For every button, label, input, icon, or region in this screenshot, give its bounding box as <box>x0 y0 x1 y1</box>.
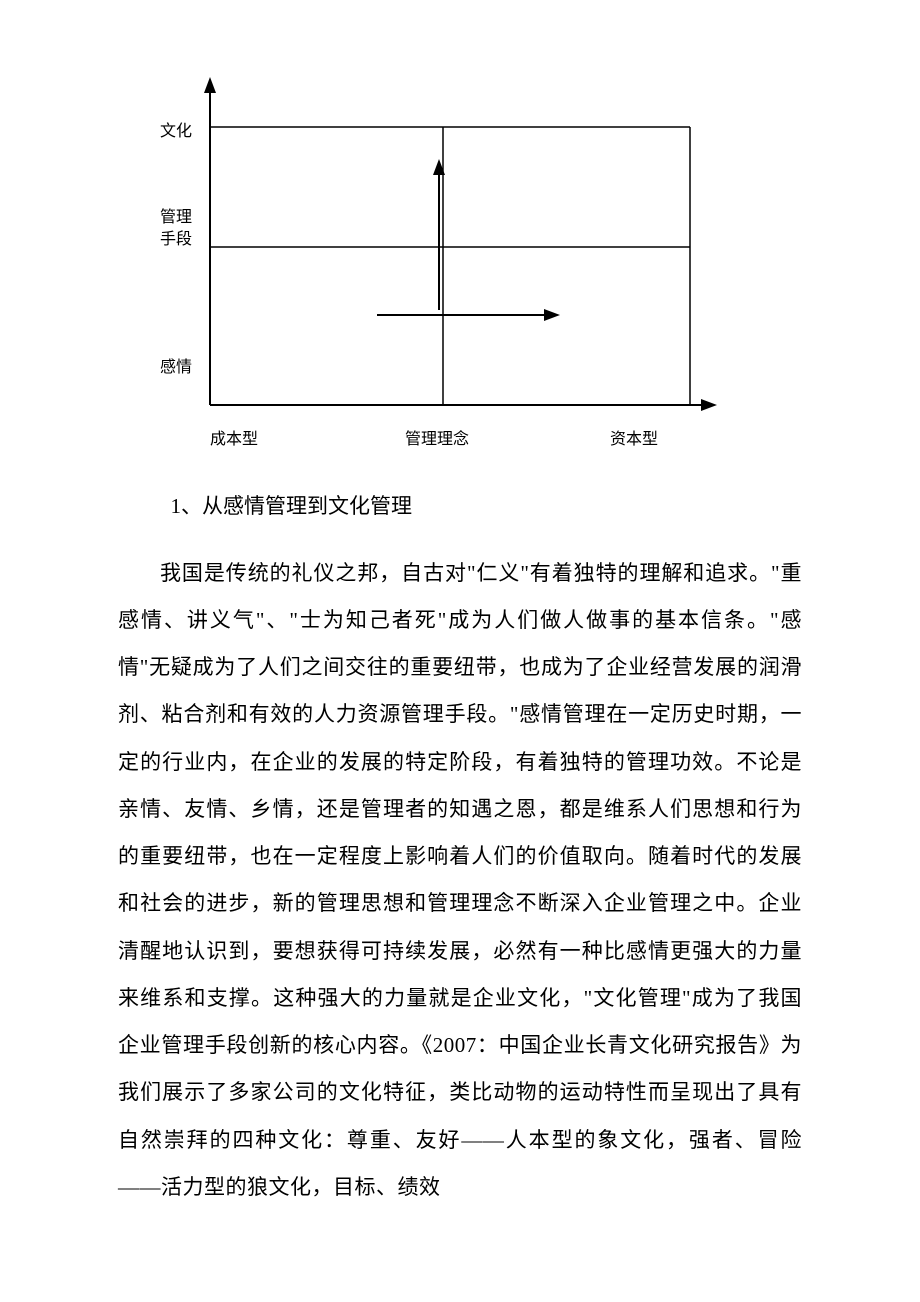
section-heading: 1、从感情管理到文化管理 <box>118 490 802 524</box>
x-label-concept: 管理理念 <box>405 425 469 449</box>
x-label-capital: 资本型 <box>610 425 658 449</box>
y-label-mgmt1: 管理 <box>160 203 192 227</box>
y-label-emotion: 感情 <box>160 353 192 377</box>
quadrant-diagram: 文化 管理 手段 感情 成本型 管理理念 资本型 <box>150 75 740 455</box>
x-label-cost: 成本型 <box>210 425 258 449</box>
text-content: 1、从感情管理到文化管理 我国是传统的礼仪之邦，自古对"仁义"有着独特的理解和追… <box>118 490 802 1211</box>
body-paragraph: 我国是传统的礼仪之邦，自古对"仁义"有着独特的理解和追求。"重感情、讲义气"、"… <box>118 550 802 1212</box>
y-label-culture: 文化 <box>160 117 192 141</box>
y-label-mgmt2: 手段 <box>160 225 192 249</box>
diagram-svg <box>150 75 740 455</box>
